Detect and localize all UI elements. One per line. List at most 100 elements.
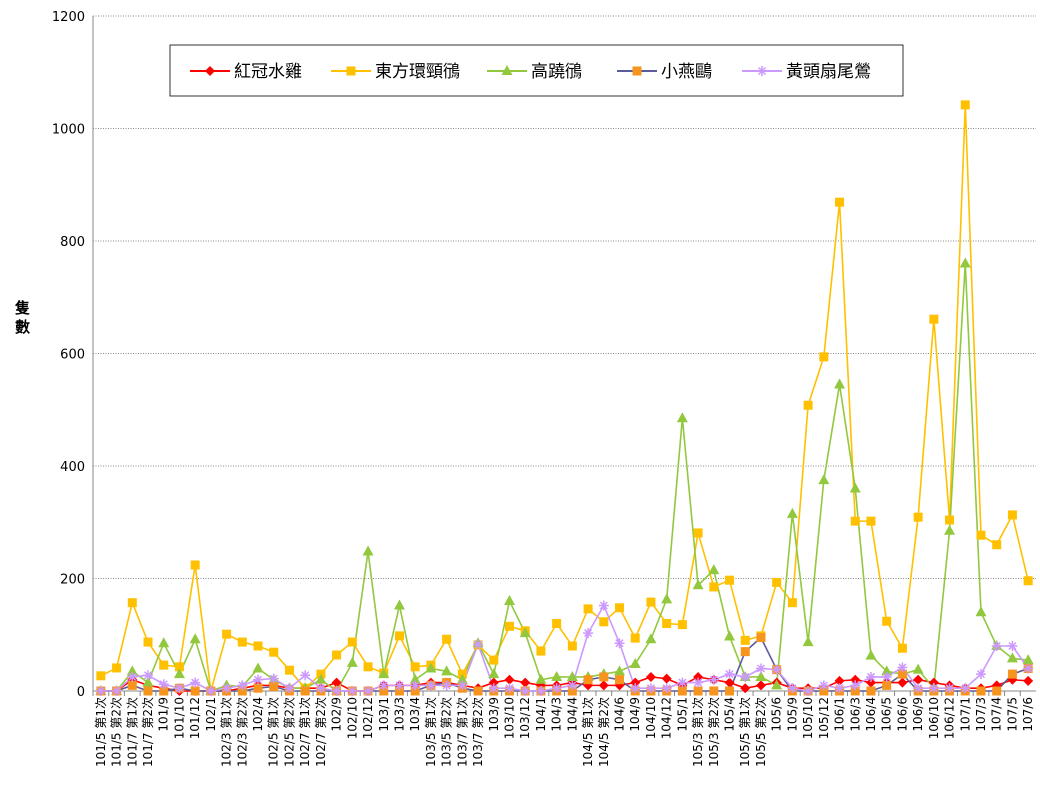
y-tick-label: 400	[60, 460, 85, 475]
point	[818, 474, 830, 485]
point	[645, 671, 656, 682]
point	[819, 352, 829, 362]
point	[503, 595, 515, 605]
point	[975, 606, 987, 617]
legend-marker	[757, 66, 767, 76]
point	[976, 686, 986, 696]
point	[1007, 510, 1017, 520]
point	[724, 677, 735, 688]
point	[725, 686, 735, 696]
point	[912, 663, 924, 674]
point	[835, 197, 845, 207]
y-tick-label: 1200	[52, 10, 85, 25]
x-tick-label: 101/5 第2次	[110, 697, 124, 767]
x-tick-label: 103/12	[518, 697, 532, 739]
point	[363, 686, 374, 696]
x-tick-label: 105/6	[770, 697, 784, 732]
point	[237, 686, 247, 696]
point	[677, 620, 687, 630]
x-tick-label: 105/1	[675, 697, 689, 732]
point	[237, 637, 247, 647]
point	[315, 683, 326, 694]
y-axis-label: 隻數	[13, 299, 31, 338]
point	[488, 668, 500, 679]
point	[755, 680, 766, 691]
point	[442, 634, 452, 644]
point	[614, 638, 625, 649]
point	[519, 627, 531, 638]
x-tick-label: 101/7 第1次	[125, 697, 139, 767]
point	[222, 629, 232, 639]
point	[615, 603, 625, 613]
x-tick-label: 102/5 第1次	[267, 697, 281, 767]
x-tick-label: 106/5	[880, 697, 894, 732]
y-tick-label: 600	[60, 348, 85, 363]
x-tick-label: 102/9	[330, 697, 344, 732]
point	[567, 680, 578, 691]
point	[881, 665, 893, 676]
point	[300, 686, 310, 696]
point	[269, 647, 279, 657]
x-tick-label: 105/3 第2次	[707, 697, 721, 767]
point	[645, 633, 657, 644]
point	[253, 641, 263, 651]
x-tick-label: 102/7 第1次	[298, 697, 312, 767]
point	[755, 663, 766, 674]
point	[771, 679, 783, 690]
point	[645, 683, 656, 694]
point	[929, 314, 939, 324]
point	[441, 680, 452, 691]
point	[127, 680, 137, 690]
point	[190, 560, 200, 570]
point	[331, 677, 342, 688]
x-tick-label: 103/3	[392, 697, 406, 732]
point	[599, 672, 609, 682]
point	[599, 617, 609, 627]
point	[551, 683, 562, 694]
point	[425, 662, 437, 673]
legend-label: 高蹺鴴	[531, 62, 582, 82]
point	[362, 545, 374, 556]
point	[237, 680, 248, 691]
point	[740, 671, 751, 682]
x-tick-label: 102/1	[204, 697, 218, 732]
x-tick-label: 106/1	[833, 697, 847, 732]
legend-label: 小燕鷗	[661, 62, 712, 82]
point	[95, 686, 106, 696]
point	[143, 637, 153, 647]
point	[850, 516, 860, 526]
point	[629, 658, 641, 668]
point	[882, 680, 892, 690]
point	[1007, 641, 1018, 651]
point	[189, 633, 201, 644]
x-tick-label: 102/4	[251, 697, 265, 732]
x-tick-label: 106/12	[943, 697, 957, 739]
point	[992, 540, 1002, 550]
point	[850, 686, 860, 696]
x-tick-label: 103/10	[502, 697, 516, 739]
x-tick-label: 106/6	[895, 697, 909, 732]
point	[252, 662, 264, 673]
point	[520, 686, 531, 696]
x-tick-label: 106/3	[848, 697, 862, 732]
point	[661, 593, 673, 604]
x-tick-label: 101/12	[188, 697, 202, 739]
point	[662, 619, 672, 628]
point	[394, 680, 405, 691]
point	[1023, 663, 1034, 674]
point	[190, 677, 201, 688]
point	[598, 680, 609, 691]
point	[771, 664, 782, 675]
point	[583, 604, 593, 614]
x-tick-label: 103/5 第2次	[440, 697, 454, 767]
point	[709, 582, 719, 592]
x-tick-label: 102/3 第1次	[220, 697, 234, 767]
point	[143, 670, 154, 681]
point	[676, 412, 688, 423]
point	[551, 670, 563, 681]
x-tick-label: 104/10	[644, 697, 658, 739]
y-tick-label: 0	[77, 685, 85, 700]
point	[897, 643, 907, 653]
x-tick-label: 101/7 第2次	[141, 697, 155, 767]
point	[944, 524, 956, 535]
